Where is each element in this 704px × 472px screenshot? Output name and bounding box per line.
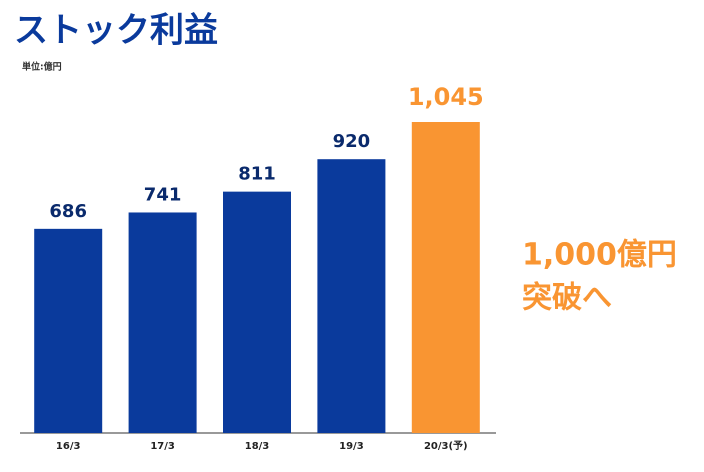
annotation: 1,000億円 [522,238,677,273]
x-tick-label: 20/3(予) [424,440,468,452]
bar [223,191,291,433]
unit-label: 単位:億円 [22,61,62,73]
x-tick-label: 17/3 [150,441,175,452]
value-label: 920 [333,131,371,152]
value-label: 1,045 [408,83,484,111]
bar [411,122,480,433]
x-tick-label: 18/3 [245,441,270,452]
bar [128,212,197,433]
annotation: 突破へ [522,281,612,316]
bar [34,228,103,433]
value-label: 686 [49,201,87,222]
bar [317,159,386,433]
value-label: 811 [238,164,276,185]
value-label: 741 [144,184,182,205]
x-tick-label: 16/3 [56,441,81,452]
x-tick-label: 19/3 [339,441,364,452]
chart-title: ストック利益 [14,11,218,51]
